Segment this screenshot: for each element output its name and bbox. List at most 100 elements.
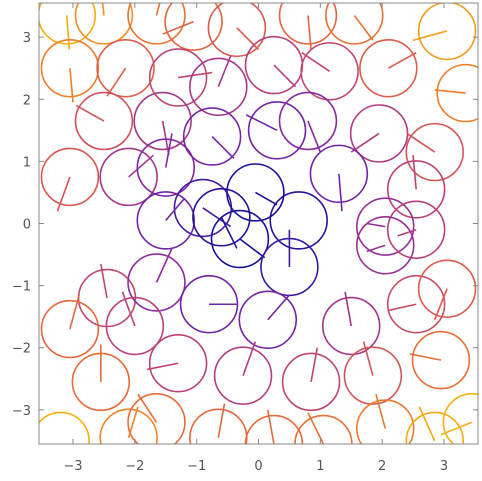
data-circle [39,3,97,45]
data-vector [310,347,319,383]
x-tick-label: 1 [316,459,324,474]
data-vector [155,248,173,283]
x-tick-label: 0 [254,459,262,474]
data-vector [121,291,136,327]
data-vector [128,154,154,178]
data-circle [99,408,158,444]
data-circle [182,107,242,166]
data-circle [322,296,381,356]
data-vector [69,68,74,103]
data-circle [278,3,338,45]
data-circle [127,3,186,45]
data-circle [192,188,251,247]
data-circle [356,197,415,256]
data-vector [202,207,232,228]
data-vector [217,55,232,88]
data-vector [66,15,71,50]
data-circle [356,215,415,275]
data-circle [207,3,267,58]
data-vector [155,3,161,16]
x-tick-label: 2 [378,459,386,474]
data-vector [255,191,278,206]
data-vector [387,51,417,69]
data-circle [417,259,477,318]
data-circle [359,38,418,98]
data-vector [307,412,325,444]
data-circle [386,275,446,334]
data-circle [281,352,341,412]
data-circle [127,393,186,444]
data-vector [301,52,331,72]
y-tick-label: −3 [12,404,31,419]
data-circle [442,393,478,444]
data-circle [278,91,338,151]
data-circle [148,334,208,393]
data-circle [210,209,270,269]
data-circle [105,296,165,356]
data-vector [165,198,185,221]
y-tick-label: 1 [23,155,31,170]
data-vector [338,173,343,212]
data-circle [40,147,100,207]
data-circle [309,144,369,204]
data-circle [40,299,100,359]
data-vector [273,64,297,88]
data-circle [96,38,155,98]
data-vector [366,244,386,253]
data-circle [213,346,273,405]
data-vector [137,393,158,423]
data-circle [325,3,384,45]
data-vector [242,341,257,376]
axes-layer: −3 −2 −1 0 1 2 3 3 2 1 0 −1 −2 −3 [12,3,478,474]
data-circle [136,138,195,197]
data-vector [307,15,312,50]
data-vector [161,120,170,156]
data-vector [69,294,80,330]
data-circle [386,160,446,219]
data-circle [405,411,464,444]
data-vector [353,14,374,41]
data-vector [106,67,127,97]
data-vector [147,362,179,371]
data-vector [164,133,173,168]
data-vector [217,403,226,438]
data-circle [127,253,186,312]
x-tick-label: 3 [440,459,448,474]
data-circle [74,3,134,45]
data-circle [405,122,464,182]
data-circle [189,57,248,117]
y-tick-label: −2 [12,342,31,357]
y-tick-label: 3 [23,31,31,46]
data-circle [133,91,192,151]
plot-frame [38,2,479,445]
data-vector [239,238,266,259]
data-vector [56,176,71,212]
data-circle [356,399,415,444]
data-vector [418,406,436,442]
data-vector [220,216,238,249]
data-vector [267,294,291,321]
data-vector [440,421,473,436]
x-tick-label: −2 [125,459,144,474]
data-circle [74,91,134,151]
data-vector [162,20,194,35]
data-vector [412,30,448,42]
data-circle [179,275,239,334]
y-tick-label: 0 [23,218,31,233]
data-vector [344,291,353,327]
data-vector [211,135,235,159]
data-circle [417,3,477,61]
data-circle [40,38,100,98]
data-vector [397,228,417,237]
data-vector [434,89,466,94]
marks-layer [39,3,478,444]
data-vector [100,263,108,299]
y-tick-label: 2 [23,93,31,108]
data-circle [226,163,285,222]
x-tick-label: −3 [63,459,82,474]
data-circle [411,330,471,390]
x-tick-label: −1 [187,459,206,474]
data-vector [433,288,448,321]
